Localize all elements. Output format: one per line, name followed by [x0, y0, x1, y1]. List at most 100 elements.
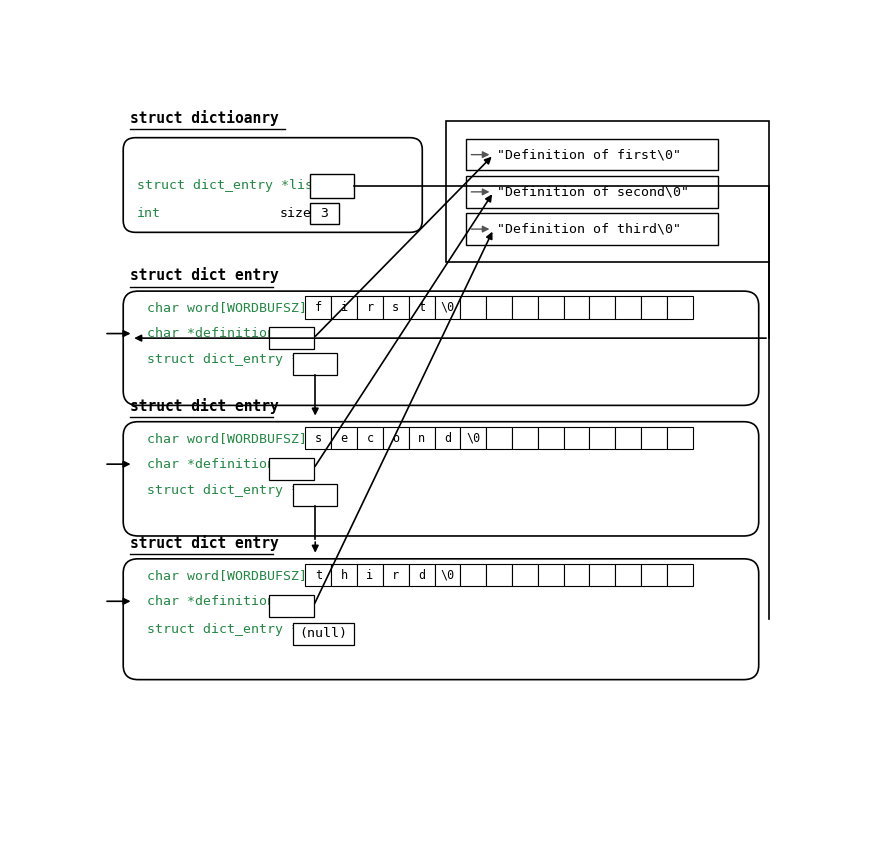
Text: char word[WORDBUFSZ]: char word[WORDBUFSZ] [147, 301, 307, 314]
Text: o: o [392, 432, 399, 444]
Bar [269, 327, 314, 349]
Bar [293, 622, 354, 645]
Bar [310, 174, 354, 198]
Bar [667, 296, 693, 319]
Bar [486, 564, 512, 586]
Text: (null): (null) [300, 628, 347, 640]
Text: t: t [418, 301, 425, 314]
Bar [305, 427, 332, 449]
FancyBboxPatch shape [123, 421, 759, 536]
Bar [512, 296, 538, 319]
Text: struct dict entry: struct dict entry [130, 267, 279, 283]
Text: r: r [367, 301, 374, 314]
Bar [467, 139, 718, 170]
Bar [332, 427, 357, 449]
Text: size: size [280, 207, 311, 220]
Text: char *definition: char *definition [147, 327, 275, 340]
Bar [512, 564, 538, 586]
Text: \0: \0 [440, 301, 454, 314]
FancyBboxPatch shape [123, 291, 759, 405]
Bar [305, 564, 332, 586]
Bar [538, 296, 564, 319]
Bar [641, 564, 667, 586]
Bar [305, 296, 332, 319]
Text: "Definition of second\0": "Definition of second\0" [497, 186, 689, 198]
Bar [460, 427, 486, 449]
Text: i: i [367, 569, 374, 582]
Bar [269, 594, 314, 617]
Bar [332, 564, 357, 586]
Text: char *definition: char *definition [147, 594, 275, 608]
Bar [357, 564, 383, 586]
Text: struct dict_entry *next: struct dict_entry *next [147, 483, 331, 497]
Bar [383, 296, 409, 319]
Bar [512, 427, 538, 449]
Text: "Definition of first\0": "Definition of first\0" [497, 148, 681, 161]
Bar [460, 564, 486, 586]
Bar [616, 427, 641, 449]
Bar [357, 296, 383, 319]
Bar [434, 427, 460, 449]
Bar [357, 427, 383, 449]
Text: i: i [340, 301, 347, 314]
Bar [538, 427, 564, 449]
Bar [616, 564, 641, 586]
Text: struct dict_entry *next: struct dict_entry *next [147, 622, 331, 636]
Text: struct dict_entry *next: struct dict_entry *next [147, 353, 331, 366]
Text: char word[WORDBUFSZ]: char word[WORDBUFSZ] [147, 569, 307, 582]
Text: s: s [315, 432, 322, 444]
Text: "Definition of third\0": "Definition of third\0" [497, 222, 681, 236]
Text: s: s [392, 301, 399, 314]
Text: d: d [418, 569, 425, 582]
Bar [332, 296, 357, 319]
Text: h: h [340, 569, 347, 582]
Bar [641, 427, 667, 449]
Bar [589, 564, 616, 586]
Bar [293, 353, 338, 376]
Bar [383, 427, 409, 449]
Bar [667, 427, 693, 449]
Text: struct dict entry: struct dict entry [130, 398, 279, 414]
Bar [434, 296, 460, 319]
Text: d: d [444, 432, 451, 444]
Text: struct dictioanry: struct dictioanry [130, 110, 279, 126]
Bar [434, 564, 460, 586]
Bar [589, 427, 616, 449]
FancyBboxPatch shape [123, 137, 423, 232]
Text: c: c [367, 432, 374, 444]
Text: 3: 3 [320, 207, 328, 220]
Bar [564, 296, 589, 319]
Bar [564, 427, 589, 449]
Text: struct dict entry: struct dict entry [130, 535, 279, 551]
Text: \0: \0 [440, 569, 454, 582]
Text: int: int [137, 207, 160, 220]
Bar [467, 176, 718, 208]
Bar [564, 564, 589, 586]
Text: f: f [315, 301, 322, 314]
Bar [589, 296, 616, 319]
Bar [409, 427, 434, 449]
Bar [409, 296, 434, 319]
FancyBboxPatch shape [123, 559, 759, 679]
Text: char *definition: char *definition [147, 458, 275, 471]
Bar [486, 296, 512, 319]
Bar [538, 564, 564, 586]
Bar [460, 296, 486, 319]
Bar [667, 564, 693, 586]
Bar [383, 564, 409, 586]
Text: e: e [340, 432, 347, 444]
Bar [616, 296, 641, 319]
Bar [293, 483, 338, 506]
Text: struct dict_entry *list: struct dict_entry *list [137, 180, 321, 192]
Text: \0: \0 [467, 432, 481, 444]
Bar [310, 203, 339, 224]
Text: t: t [315, 569, 322, 582]
Bar [446, 121, 769, 262]
Bar [409, 564, 434, 586]
Text: char word[WORDBUFSZ]: char word[WORDBUFSZ] [147, 432, 307, 444]
Text: r: r [392, 569, 399, 582]
Text: n: n [418, 432, 425, 444]
Bar [269, 458, 314, 480]
Bar [467, 214, 718, 245]
Bar [641, 296, 667, 319]
